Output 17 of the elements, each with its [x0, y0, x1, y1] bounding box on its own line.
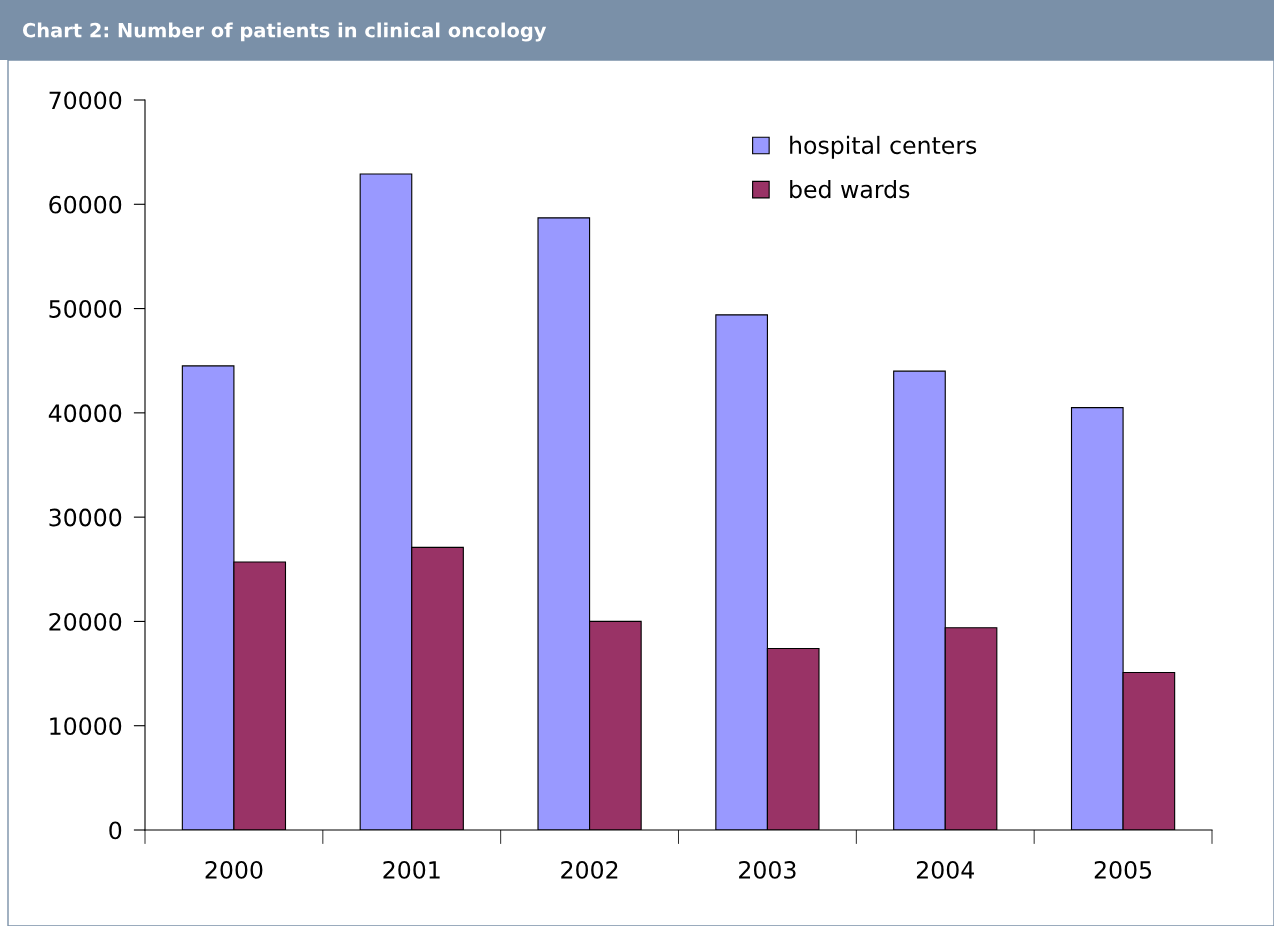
chart-title: Chart 2: Number of patients in clinical oncology	[22, 22, 547, 42]
x-tick-label: 2005	[1094, 860, 1152, 879]
y-tick-label: 60000	[49, 195, 122, 214]
y-tick-label: 20000	[49, 612, 122, 631]
x-tick-label: 2000	[205, 860, 263, 879]
x-tick-label: 2003	[739, 860, 796, 879]
y-tick-label: 10000	[50, 717, 122, 736]
x-tick-label: 2004	[916, 860, 974, 879]
legend-label: hospital centers	[790, 135, 977, 159]
y-tick-label: 0	[109, 821, 122, 840]
y-tick-label: 50000	[49, 300, 122, 318]
y-tick-label: 70000	[49, 91, 122, 110]
x-tick-label: 2001	[383, 860, 440, 879]
x-tick-label: 2002	[561, 860, 618, 879]
legend-label: bed wards	[790, 179, 910, 199]
y-tick-label: 30000	[49, 508, 122, 527]
y-tick-label: 40000	[48, 404, 122, 423]
